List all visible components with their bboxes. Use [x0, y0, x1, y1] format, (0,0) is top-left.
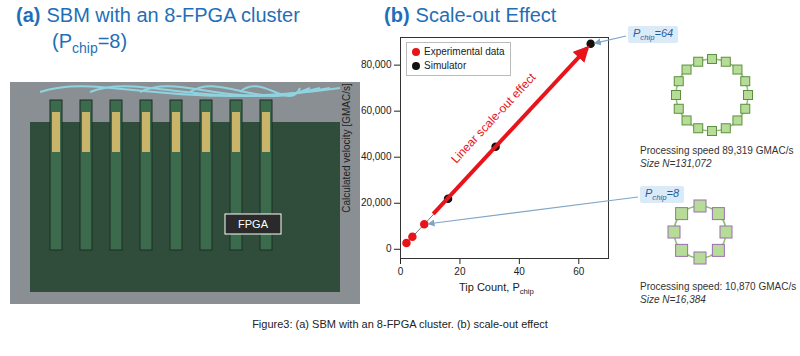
svg-text:20: 20: [454, 266, 466, 277]
html-text:Pchip=8: Pchip=8: [645, 187, 679, 203]
html-text:Processing speed: 10,870 GMAC/: Processing speed: 10,870 GMAC/s: [640, 281, 797, 292]
html-text:(b) Scale-out Effect: (b) Scale-out Effect: [384, 4, 557, 26]
html-text:Processing speed 89,319 GMAC/s: Processing speed 89,319 GMAC/s: [640, 145, 794, 156]
html-text:Pchip=64: Pchip=64: [633, 27, 674, 43]
html-text:(Pchip=8): (Pchip=8): [52, 30, 128, 56]
svg-text:60: 60: [573, 266, 585, 277]
svg-text:Calculated velocity [GMAC/s]: Calculated velocity [GMAC/s]: [341, 83, 352, 213]
svg-text:80,000: 80,000: [361, 59, 392, 70]
html-text:Experimental data: Experimental data: [424, 46, 505, 57]
html-text:(a) SBM with an 8-FPGA cluster: (a) SBM with an 8-FPGA cluster: [16, 4, 300, 26]
svg-text:60,000: 60,000: [361, 105, 392, 116]
svg-text:FPGA: FPGA: [238, 218, 269, 230]
html-text:Figure3: (a) SBM with an 8-FPG: Figure3: (a) SBM with an 8-FPGA cluster.…: [252, 318, 548, 330]
svg-text:0: 0: [398, 266, 404, 277]
html-text:Size N=131,072: Size N=131,072: [640, 158, 712, 169]
svg-text:40,000: 40,000: [361, 151, 392, 162]
svg-text:20,000: 20,000: [361, 197, 392, 208]
svg-text:Linear scale-out effect: Linear scale-out effect: [448, 70, 539, 166]
svg-text:40: 40: [514, 266, 526, 277]
html-text:Simulator: Simulator: [424, 60, 467, 71]
html-text:Tip Count, Pchip: Tip Count, Pchip: [459, 281, 534, 297]
svg-text:0: 0: [386, 243, 392, 254]
html-text:Size N=16,384: Size N=16,384: [640, 294, 706, 305]
